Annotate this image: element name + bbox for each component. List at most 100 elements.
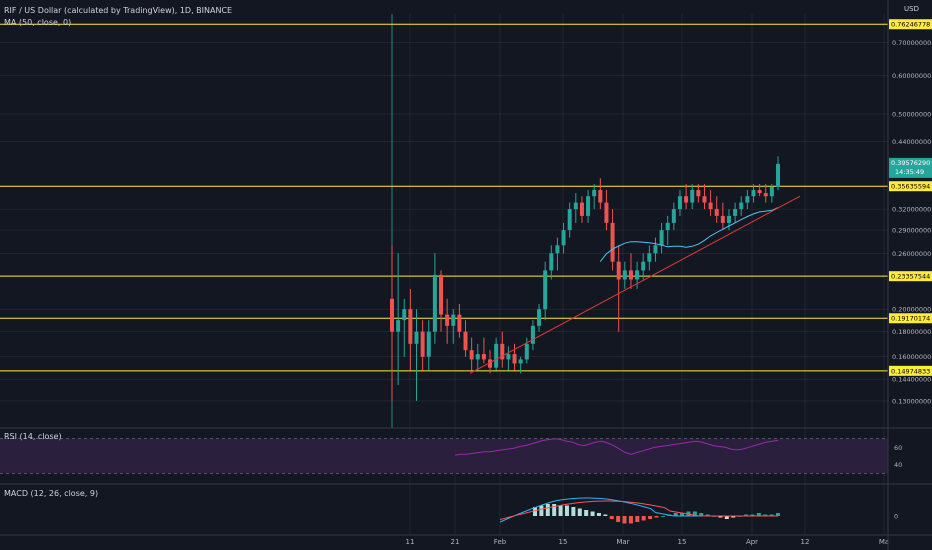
candle-body [457, 314, 462, 332]
macd-histogram-bar [533, 507, 537, 516]
macd-legend: MACD (12, 26, close, 9) [4, 489, 99, 498]
candle-body [573, 202, 578, 210]
macd-histogram-bar [763, 514, 768, 516]
macd-histogram-bar [616, 516, 621, 522]
trendline-line [469, 195, 801, 374]
candle-body [671, 209, 676, 223]
time-tick-label: 15 [559, 538, 568, 546]
last-price-tag [889, 157, 932, 178]
macd-histogram-bar [673, 513, 678, 516]
candle-body [684, 196, 689, 203]
candle-body [647, 253, 652, 262]
candle-body [622, 270, 627, 280]
candle-body [549, 253, 554, 271]
ma-polyline [599, 207, 779, 262]
candle-body [481, 354, 486, 360]
level-price-label: 0.14974833 [891, 367, 930, 375]
signal-line [499, 500, 778, 520]
candle-body [451, 314, 456, 326]
rsi-line [454, 438, 779, 456]
macd-pane: 0 [499, 497, 898, 524]
candle-body [402, 309, 407, 321]
time-tick-label: Feb [494, 538, 507, 546]
macd-histogram-bar [603, 514, 608, 516]
level-price-label: 0.19170174 [891, 315, 930, 323]
candle-body [745, 196, 750, 203]
price-tick-label: 0.14400000 [892, 376, 931, 384]
candle-body [414, 331, 419, 344]
level-price-box [889, 19, 932, 30]
macd-histogram-bar [622, 516, 627, 524]
candle-body [506, 354, 511, 360]
candle-body [733, 209, 738, 216]
macd-histogram-bar [692, 511, 697, 516]
macd-histogram-bar [750, 514, 755, 516]
candle-body [561, 230, 566, 246]
candle-body [445, 314, 450, 326]
candle-body [512, 354, 517, 364]
horizontal-levels[interactable]: 0.76246778 0.35635594 0.23357544 0.19170174… [0, 19, 932, 376]
candle-body [628, 270, 633, 280]
candle-body [488, 359, 493, 368]
candle-body [469, 350, 474, 360]
candle-body [530, 325, 535, 344]
last-price-label: 0.39576290 [891, 159, 930, 167]
macd-histogram-bar [539, 505, 544, 516]
currency-label: USD [904, 5, 919, 13]
level-price-box [889, 365, 932, 376]
level-price-box [889, 181, 932, 192]
time-tick-label: 15 [678, 538, 687, 546]
macd-histogram-bar [552, 504, 557, 516]
candle-body [420, 331, 425, 357]
candles [390, 156, 780, 401]
candle-body [524, 343, 529, 360]
macd-histogram-bar [660, 516, 665, 517]
macd-histogram-bar [705, 514, 710, 516]
candle-body [592, 190, 597, 197]
candle-body [641, 261, 646, 271]
candle-body [439, 274, 444, 315]
macd-histogram-bar [699, 513, 704, 516]
level-price-label: 0.23357544 [891, 273, 930, 281]
candle-body [426, 331, 431, 357]
candle-body [665, 222, 670, 231]
symbol-legend: RIF / US Dollar (calculated by TradingVi… [4, 6, 233, 15]
rsi-tick-label: 60 [894, 444, 902, 452]
rsi-pane: 60 40 [0, 438, 902, 474]
candle-body [776, 163, 780, 188]
macd-histogram-bar [584, 510, 589, 516]
candle-body [677, 196, 682, 210]
candle-body [757, 190, 762, 194]
candle-body [610, 222, 615, 262]
macd-histogram-bar [596, 513, 601, 516]
candle-body [702, 196, 707, 203]
candle-body [586, 196, 591, 216]
trendline[interactable] [469, 195, 801, 374]
candle-body [763, 193, 768, 197]
time-tick-label: 11 [406, 538, 415, 546]
candle-body [653, 245, 658, 254]
macd-histogram-bar [654, 516, 659, 518]
time-tick-label: Apr [746, 538, 758, 546]
candle-body [463, 331, 468, 351]
candle-body [769, 187, 774, 197]
candle-body [567, 209, 572, 231]
candle-body [518, 359, 523, 364]
candle-body [475, 354, 480, 360]
macd-histogram-bar [776, 513, 780, 516]
price-tick-label: 0.29000000 [892, 227, 931, 235]
macd-histogram-bar [545, 504, 550, 516]
candle-body [494, 343, 499, 368]
candle-body [659, 230, 664, 246]
macd-tick-label: 0 [894, 513, 898, 521]
macd-histogram-bar [558, 505, 563, 516]
time-tick-label: Ma [879, 538, 889, 546]
candle-body [616, 261, 621, 280]
price-tick-label: 0.18000000 [892, 328, 931, 336]
candle-body [543, 270, 548, 310]
candle-body [390, 298, 394, 332]
ma-line [599, 207, 779, 262]
level-price-label: 0.76246778 [891, 21, 930, 29]
price-tick-label: 0.60000000 [892, 72, 931, 80]
